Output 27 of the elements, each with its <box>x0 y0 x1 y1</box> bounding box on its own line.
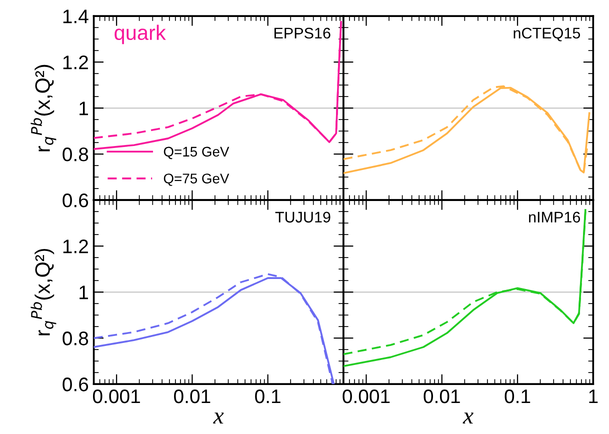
x-tick-label: 0.01 <box>424 389 460 404</box>
x-tick-label: 0.01 <box>174 389 210 404</box>
x-tick-label: 1 <box>589 390 598 404</box>
text: nCTEQ15 <box>514 28 580 42</box>
y-tick-label: 0.8 <box>62 148 88 162</box>
legend-label: Q=75 GeV <box>164 174 230 186</box>
text: EPPS16 <box>274 28 330 39</box>
y-tick-label: 1.4 <box>63 10 88 24</box>
y-tick-label: 0.6 <box>62 194 88 208</box>
y-tick-label: 0.8 <box>62 332 88 346</box>
text: nIMP16 <box>529 212 580 223</box>
x-tick-label: 0.1 <box>255 389 280 404</box>
legend-label: Q=15 GeV <box>164 146 230 160</box>
y-tick-label: 1 <box>80 102 88 116</box>
x-axis-title: x <box>462 412 474 424</box>
text: TUJU19 <box>275 212 330 223</box>
y-axis-title: r$_{q}$$^{Pb}$(x,Q²) <box>30 248 56 336</box>
y-tick-label: 0.6 <box>62 378 88 392</box>
y-tick-label: 1.2 <box>63 56 88 70</box>
x-tick-label: 0.001 <box>92 389 140 404</box>
x-axis-title: x <box>213 412 224 424</box>
annotation: quark <box>114 24 166 44</box>
y-tick-label: 1.2 <box>63 240 88 254</box>
x-tick-label: 0.001 <box>342 389 390 404</box>
x-tick-label: 0.1 <box>504 389 530 404</box>
y-axis-title: r$_{q}$$^{Pb}$(x,Q²) <box>30 64 56 152</box>
y-tick-label: 1 <box>80 286 88 300</box>
